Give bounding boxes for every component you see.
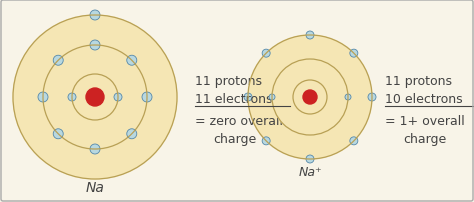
Circle shape (306, 32, 314, 40)
Circle shape (68, 94, 76, 101)
Text: = zero overall: = zero overall (195, 115, 283, 127)
Circle shape (303, 90, 317, 104)
Text: = 1+ overall: = 1+ overall (385, 115, 465, 127)
Circle shape (262, 50, 270, 58)
Circle shape (272, 60, 348, 135)
Text: charge: charge (403, 132, 446, 145)
Circle shape (13, 16, 177, 179)
Text: Na: Na (86, 180, 104, 194)
Circle shape (72, 75, 118, 120)
Circle shape (53, 56, 63, 66)
Circle shape (90, 11, 100, 21)
Circle shape (86, 88, 104, 106)
Circle shape (142, 93, 152, 102)
Circle shape (368, 94, 376, 101)
Circle shape (127, 129, 137, 139)
Circle shape (53, 129, 63, 139)
Text: Na⁺: Na⁺ (298, 165, 322, 178)
Circle shape (43, 46, 147, 149)
Circle shape (248, 36, 372, 159)
Circle shape (293, 81, 327, 115)
Circle shape (350, 50, 358, 58)
Circle shape (345, 95, 351, 101)
Circle shape (306, 155, 314, 163)
Circle shape (350, 137, 358, 145)
Circle shape (269, 95, 275, 101)
Text: 11 electrons: 11 electrons (195, 93, 273, 105)
Circle shape (38, 93, 48, 102)
Circle shape (262, 137, 270, 145)
Text: 10 electrons: 10 electrons (385, 93, 463, 105)
Circle shape (90, 41, 100, 51)
Circle shape (90, 144, 100, 154)
Circle shape (244, 94, 252, 101)
Circle shape (127, 56, 137, 66)
Text: 11 protons: 11 protons (195, 75, 262, 87)
Text: 11 protons: 11 protons (385, 75, 452, 87)
Text: charge: charge (213, 132, 256, 145)
Circle shape (114, 94, 122, 101)
